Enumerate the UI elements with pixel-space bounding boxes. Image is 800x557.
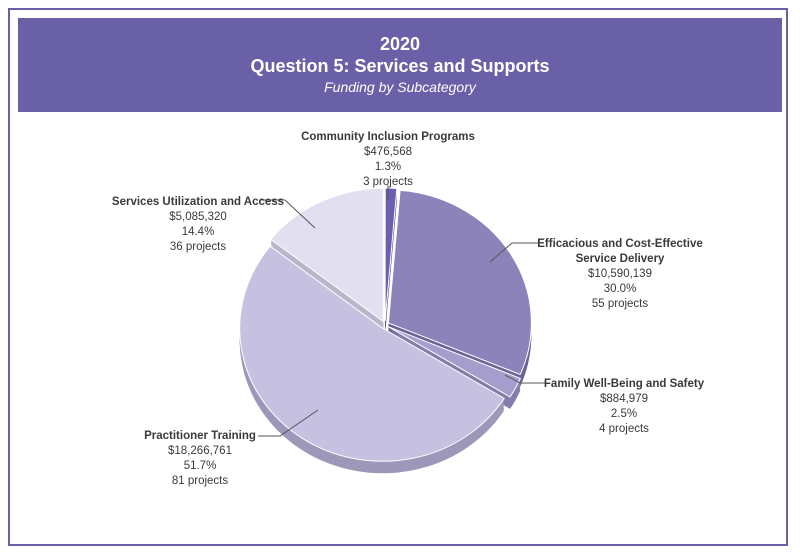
pie-slice-services	[270, 187, 384, 323]
slice-name: Practitioner Training	[144, 430, 256, 442]
chart-header: 2020 Question 5: Services and Supports F…	[18, 18, 782, 112]
slice-projects: 4 projects	[599, 423, 649, 435]
slice-percent: 51.7%	[183, 460, 217, 472]
slice-projects: 55 projects	[591, 298, 649, 310]
slice-name: Community Inclusion Programs	[301, 131, 475, 143]
leader-line-practitioner	[258, 409, 319, 437]
slice-name-line2: Service Delivery	[575, 253, 665, 265]
slice-amount: $884,979	[600, 393, 648, 405]
label-practitioner: Practitioner Training $18,266,761 51.7% …	[90, 429, 310, 489]
slice-amount: $476,568	[364, 146, 412, 158]
label-family: Family Well-Being and Safety $884,979 2.…	[514, 377, 734, 437]
slice-amount: $10,590,139	[588, 268, 652, 280]
label-services: Services Utilization and Access $5,085,3…	[88, 195, 308, 255]
label-efficacious: Efficacious and Cost-Effective Service D…	[510, 237, 730, 312]
slice-projects: 36 projects	[169, 241, 227, 253]
slice-projects: 3 projects	[363, 176, 413, 188]
slice-amount: $5,085,320	[169, 211, 227, 223]
chart-frame	[8, 8, 788, 546]
pie-slice-efficacious	[387, 189, 532, 376]
pie-slice-practitioner	[239, 245, 505, 462]
slice-percent: 30.0%	[603, 283, 637, 295]
chart-year: 2020	[379, 34, 421, 54]
slice-percent: 2.5%	[610, 408, 638, 420]
slice-name: Family Well-Being and Safety	[543, 378, 705, 390]
slice-name: Services Utilization and Access	[111, 196, 285, 208]
pie-slice-community	[384, 187, 398, 322]
leader-line-family	[504, 374, 545, 384]
slice-projects: 81 projects	[171, 475, 229, 487]
slice-percent: 1.3%	[374, 161, 402, 173]
chart-title: Question 5: Services and Supports	[250, 56, 550, 76]
chart-subtitle: Funding by Subcategory	[324, 79, 476, 95]
slice-amount: $18,266,761	[168, 445, 232, 457]
slice-name: Efficacious and Cost-Effective	[537, 238, 703, 250]
leader-line-services	[260, 199, 316, 229]
pie-slice-family	[388, 326, 522, 398]
leader-lines	[258, 185, 545, 437]
leader-line-efficacious	[489, 242, 538, 263]
slice-percent: 14.4%	[181, 226, 215, 238]
label-community: Community Inclusion Programs $476,568 1.…	[278, 130, 498, 190]
